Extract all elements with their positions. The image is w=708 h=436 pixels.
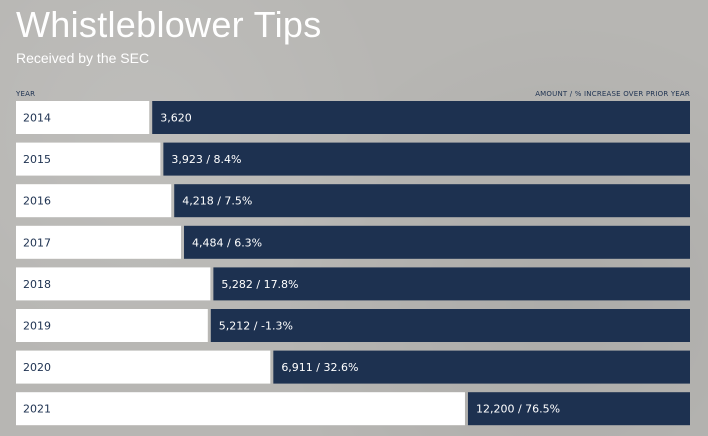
bar-2020 bbox=[273, 350, 690, 384]
chart-title: Whistleblower Tips bbox=[16, 4, 322, 45]
year-label-2018: 2018 bbox=[23, 278, 51, 291]
year-box-2021 bbox=[16, 392, 465, 426]
bar-2021 bbox=[467, 392, 690, 426]
data-label-2021: 12,200 / 76.5% bbox=[476, 403, 560, 416]
year-box-2020 bbox=[16, 350, 271, 384]
data-label-2018: 5,282 / 17.8% bbox=[221, 278, 298, 291]
year-column-header: YEAR bbox=[16, 90, 36, 98]
bar-2018 bbox=[213, 267, 690, 301]
bar-2017 bbox=[184, 225, 690, 259]
data-label-2015: 3,923 / 8.4% bbox=[171, 153, 241, 166]
bar-2014 bbox=[152, 101, 690, 134]
year-label-2020: 2020 bbox=[23, 361, 51, 374]
year-label-2016: 2016 bbox=[23, 195, 51, 208]
year-label-2014: 2014 bbox=[23, 112, 51, 125]
amount-column-header: AMOUNT / % INCREASE OVER PRIOR YEAR bbox=[535, 90, 690, 98]
chart-subtitle: Received by the SEC bbox=[16, 50, 150, 66]
data-label-2017: 4,484 / 6.3% bbox=[192, 236, 262, 249]
year-label-2015: 2015 bbox=[23, 153, 51, 166]
year-label-2019: 2019 bbox=[23, 320, 51, 333]
year-box-2015 bbox=[16, 142, 161, 176]
year-label-2021: 2021 bbox=[23, 403, 51, 416]
bar-2019 bbox=[210, 309, 690, 342]
year-label-2017: 2017 bbox=[23, 236, 51, 249]
year-box-2017 bbox=[16, 225, 182, 259]
data-label-2019: 5,212 / -1.3% bbox=[219, 320, 293, 333]
year-box-2019 bbox=[16, 309, 208, 342]
year-box-2014 bbox=[16, 101, 150, 134]
data-label-2020: 6,911 / 32.6% bbox=[281, 361, 358, 374]
year-box-2018 bbox=[16, 267, 211, 301]
year-box-2016 bbox=[16, 184, 172, 218]
bar-2016 bbox=[174, 184, 690, 218]
bar-2015 bbox=[163, 142, 690, 176]
data-label-2014: 3,620 bbox=[160, 112, 192, 125]
data-label-2016: 4,218 / 7.5% bbox=[182, 195, 252, 208]
